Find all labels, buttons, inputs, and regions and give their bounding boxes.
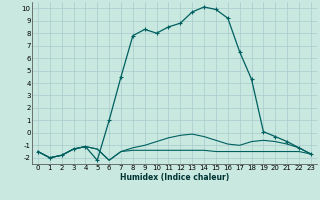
X-axis label: Humidex (Indice chaleur): Humidex (Indice chaleur) (120, 173, 229, 182)
